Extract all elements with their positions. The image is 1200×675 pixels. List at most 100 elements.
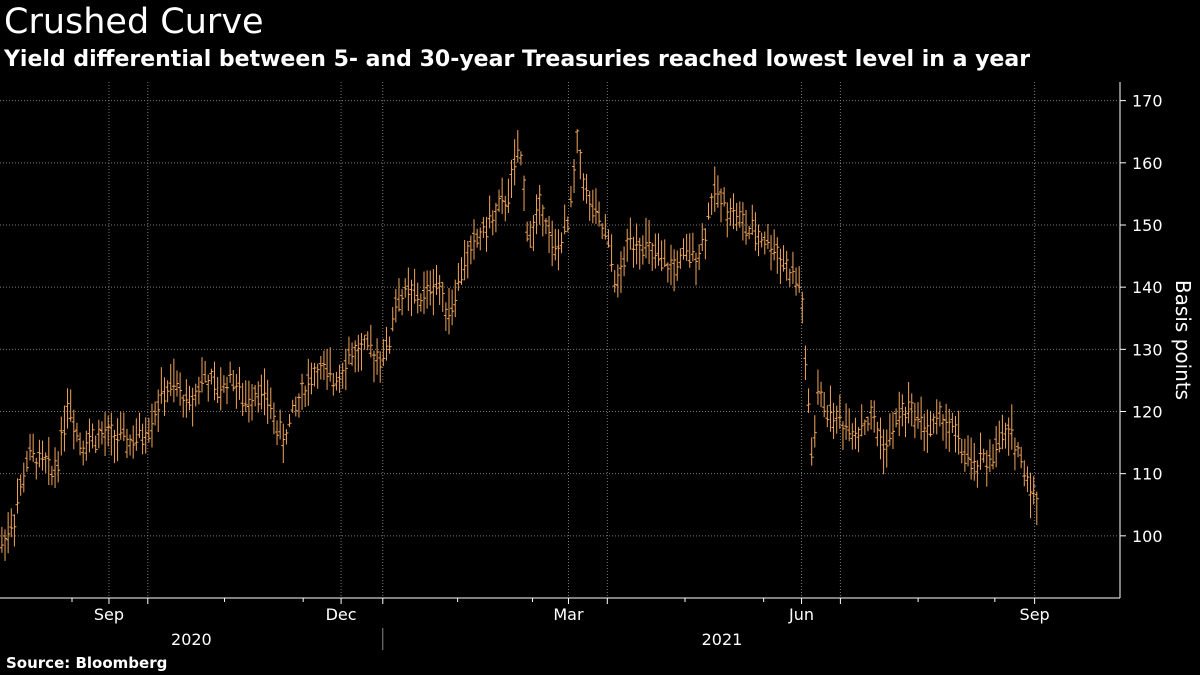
ohlc-bar [765,223,770,250]
ohlc-bar [987,439,992,472]
ohlc-bar [350,342,355,366]
ohlc-bar [137,412,142,439]
ohlc-bar [1016,442,1021,458]
ohlc-bar [740,202,745,241]
ohlc-bar [962,438,967,472]
ohlc-bar [778,248,783,285]
x-tick-label: Sep [94,605,124,624]
ohlc-bar [312,362,317,387]
y-tick-label: 100 [1132,527,1163,546]
ohlc-bar [196,376,201,405]
ohlc-bar [647,220,652,265]
axes [0,82,1126,650]
ohlc-bar [568,186,573,208]
ohlc-bar [228,361,233,383]
ohlc-bar [847,408,852,442]
ohlc-bar [250,384,255,421]
ohlc-bar [597,201,602,227]
ohlc-bar [415,282,420,314]
ohlc-bar [234,373,239,409]
ohlc-bar [1009,404,1014,450]
ohlc-bar [572,159,577,193]
ohlc-bar [447,287,452,335]
ohlc-bar [969,437,974,480]
ohlc-bar [731,193,736,230]
ohlc-bar [947,408,952,452]
ohlc-bar [584,173,589,204]
ohlc-bar [206,374,211,402]
ohlc-bar [174,370,179,397]
ohlc-bar [784,250,789,281]
ohlc-bar [156,389,161,433]
ohlc-bar [168,363,173,396]
ohlc-bar [1028,472,1033,519]
source-note: Source: Bloomberg [6,654,168,672]
ohlc-bar [687,233,692,268]
ohlc-bar [284,429,289,445]
ohlc-bar [165,380,170,403]
ohlc-bar [890,411,895,450]
ohlc-bar [359,332,364,371]
ohlc-bar [325,348,330,390]
ohlc-bar [759,232,764,248]
chart-subtitle: Yield differential between 5- and 30-yea… [4,47,1031,72]
ohlc-bar [506,178,511,213]
ohlc-bar [681,238,686,260]
ohlc-bar [93,435,98,454]
ohlc-bar [1003,422,1008,449]
ohlc-bar [744,209,749,245]
ohlc-bar [412,268,417,304]
ohlc-bar [434,265,439,295]
ohlc-bar [909,393,914,427]
ohlc-bar [124,428,129,459]
ohlc-bar [1000,414,1005,450]
ohlc-bar [700,223,705,251]
ohlc-bar [531,215,536,252]
ohlc-bar [31,433,36,462]
ohlc-bar [697,244,702,270]
ohlc-bar [831,402,836,439]
ohlc-bar [199,357,204,393]
ohlc-bar [118,411,123,440]
ohlc-bar [812,415,817,448]
ohlc-bar [115,418,120,462]
ohlc-bar [844,403,849,440]
ohlc-bar [403,278,408,298]
ohlc-bar [725,202,730,238]
ohlc-bar [487,195,492,229]
ohlc-bar [1025,466,1030,493]
ohlc-bar [762,231,767,255]
ohlc-bar [6,512,11,554]
ohlc-bar [209,368,214,385]
ohlc-bar [734,202,739,231]
ohlc-bar [922,413,927,452]
ohlc-bar [362,334,367,350]
ohlc-bar [440,282,445,312]
ohlc-bar [628,217,633,250]
ohlc-bar [65,388,70,429]
ohlc-bar [900,394,905,427]
ohlc-bar [478,227,483,251]
ohlc-bar [296,393,301,418]
ohlc-bar [772,229,777,261]
ohlc-bar [850,423,855,450]
ohlc-bar [897,391,902,437]
ohlc-bar [87,418,92,453]
ohlc-bar [775,237,780,274]
ohlc-bar [218,367,223,411]
ohlc-bar [925,409,930,453]
ohlc-bar [581,173,586,201]
ohlc-bar [56,451,61,483]
ohlc-bar [903,406,908,438]
ohlc-bar [343,348,348,390]
ohlc-bar [162,377,167,416]
ohlc-bar [143,417,148,454]
ohlc-bar [712,166,717,212]
ohlc-bar [315,363,320,389]
ohlc-bar [178,372,183,406]
ohlc-bar [518,151,523,166]
ohlc-bar [709,193,714,216]
x-tick-label: Sep [1020,605,1050,624]
ohlc-bar [390,307,395,332]
ohlc-bar [243,380,248,413]
